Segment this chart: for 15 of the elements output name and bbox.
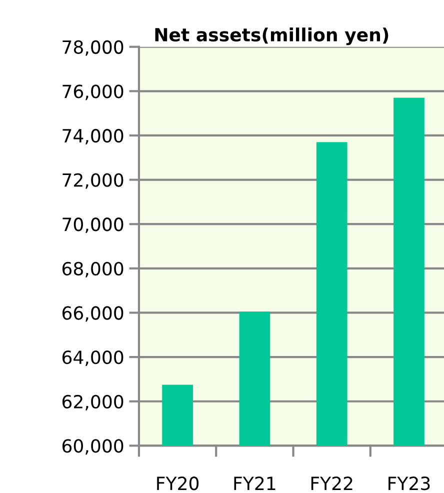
y-tick-label: 72,000 xyxy=(62,173,124,189)
y-tick-label: 68,000 xyxy=(62,262,124,278)
x-tick-label: FY23 xyxy=(388,476,430,490)
y-tick-label: 64,000 xyxy=(62,350,124,366)
y-tick-label: 66,000 xyxy=(62,306,124,322)
x-tick-label: FY20 xyxy=(157,476,199,490)
y-tick-label: 74,000 xyxy=(62,128,124,144)
chart-title: Net assets(million yen) xyxy=(155,28,388,46)
x-tick-label: FY22 xyxy=(311,476,352,490)
y-tick-label: 70,000 xyxy=(62,218,124,234)
y-tick-label: 60,000 xyxy=(62,439,124,455)
x-tick-label: FY21 xyxy=(234,476,276,490)
y-tick-label: 76,000 xyxy=(62,84,124,100)
y-tick-label: 62,000 xyxy=(62,394,124,410)
y-tick-label: 78,000 xyxy=(62,40,124,56)
